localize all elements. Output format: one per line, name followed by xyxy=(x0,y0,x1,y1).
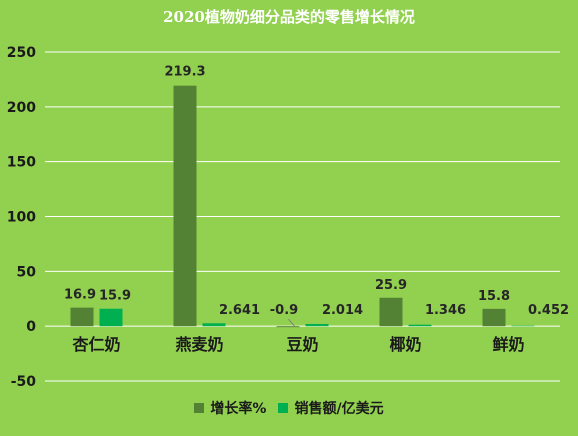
x-category-label: 杏仁奶 xyxy=(71,335,120,354)
data-label-sales: 2.014 xyxy=(322,303,363,318)
y-tick-label: 100 xyxy=(7,210,36,226)
data-label-growth-rate: 25.9 xyxy=(375,278,407,293)
bar-growth-rate xyxy=(276,326,300,328)
x-category-label: 豆奶 xyxy=(286,335,318,354)
legend: 增长率% 销售额/亿美元 xyxy=(0,398,578,418)
legend-item-growth: 增长率% xyxy=(194,398,266,418)
chart-title: 2020植物奶细分品类的零售增长情况 xyxy=(163,8,415,26)
y-tick-label: 50 xyxy=(17,264,37,280)
legend-label-sales: 销售额/亿美元 xyxy=(294,401,384,417)
data-label-growth-rate: 219.3 xyxy=(164,65,205,80)
x-category-label: 燕麦奶 xyxy=(175,335,223,354)
bar-growth-rate xyxy=(379,297,403,327)
data-label-growth-rate: -0.9 xyxy=(270,303,298,318)
legend-swatch-sales xyxy=(278,403,289,413)
y-tick-label: 150 xyxy=(7,155,36,171)
y-tick-label: 250 xyxy=(7,45,36,61)
bar-growth-rate xyxy=(70,307,94,327)
bar-growth-rate xyxy=(482,308,506,327)
data-label-sales: 1.346 xyxy=(425,303,466,318)
data-label-growth-rate: 15.8 xyxy=(478,289,510,304)
legend-label-growth: 增长率% xyxy=(210,401,267,417)
bar-sales xyxy=(305,323,329,327)
y-tick-label: 0 xyxy=(26,319,36,335)
data-label-sales: 0.452 xyxy=(528,303,569,318)
bar-growth-rate xyxy=(173,85,197,327)
data-label-growth-rate: 16.9 xyxy=(64,288,96,303)
legend-item-sales: 销售额/亿美元 xyxy=(278,398,384,418)
data-label-sales: 15.9 xyxy=(99,289,131,304)
x-category-label: 椰奶 xyxy=(389,335,421,354)
data-label-leader-line xyxy=(288,318,295,327)
y-tick-label: -50 xyxy=(11,374,37,390)
y-tick-label: 200 xyxy=(7,100,36,116)
x-category-label: 鲜奶 xyxy=(492,335,524,354)
legend-swatch-growth xyxy=(194,403,205,413)
bar-sales xyxy=(408,324,432,327)
bar-sales xyxy=(202,323,226,327)
bar-sales xyxy=(99,308,123,327)
data-label-sales: 2.641 xyxy=(219,303,260,318)
bar-sales xyxy=(511,325,535,327)
